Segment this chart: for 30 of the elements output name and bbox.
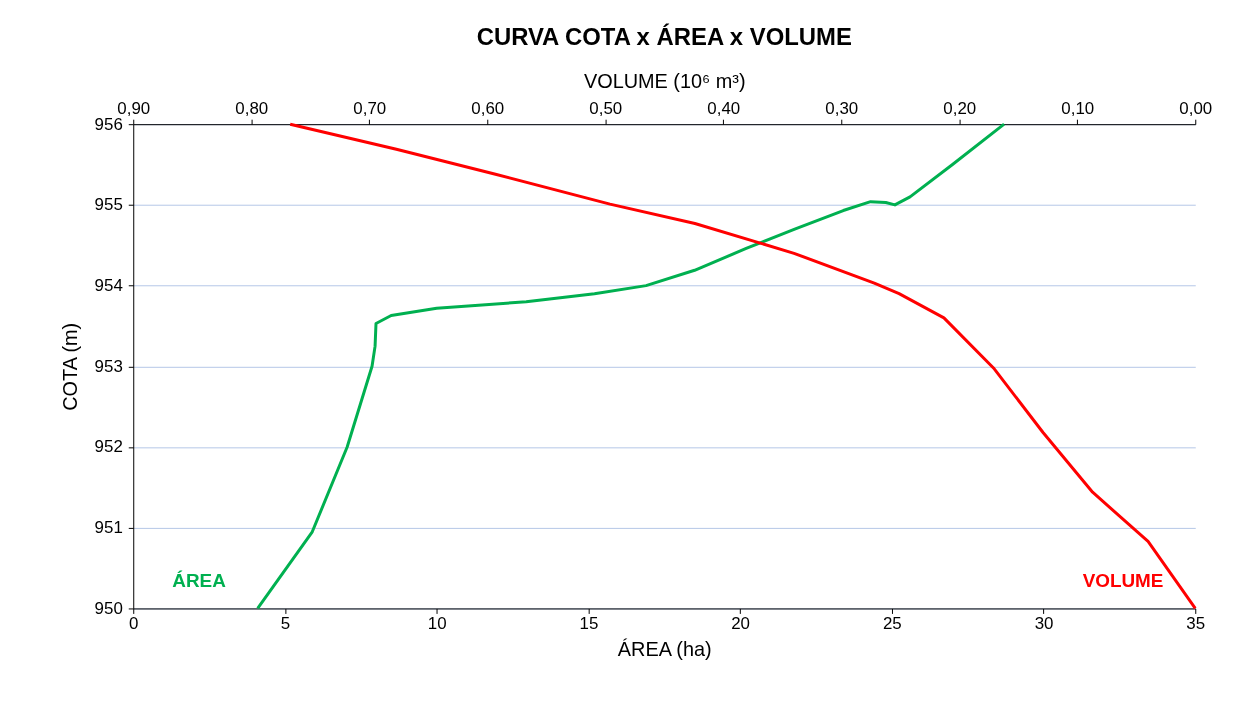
series-label: VOLUME xyxy=(1082,569,1164,591)
x2-tick-label: 0,10 xyxy=(1061,98,1095,118)
x-tick-label: 25 xyxy=(882,613,902,633)
x2-axis-title: VOLUME (10⁶ m³) xyxy=(583,69,746,92)
y-tick-label: 951 xyxy=(94,518,123,538)
x2-tick-label: 0,60 xyxy=(471,98,505,118)
x2-tick-label: 0,80 xyxy=(235,98,269,118)
y-tick-label: 954 xyxy=(94,276,123,296)
x-tick-label: 20 xyxy=(731,613,751,633)
x-tick-label: 0 xyxy=(129,613,139,633)
series-label: ÁREA xyxy=(172,569,227,591)
y-tick-label: 952 xyxy=(94,437,123,457)
x2-tick-label: 0,00 xyxy=(1179,98,1213,118)
y-tick-label: 950 xyxy=(94,598,123,618)
x2-tick-label: 0,20 xyxy=(943,98,977,118)
y-tick-label: 955 xyxy=(94,195,123,215)
x2-tick-label: 0,30 xyxy=(825,98,859,118)
y-axis-title: COTA (m) xyxy=(58,322,81,411)
x2-tick-label: 0,40 xyxy=(707,98,741,118)
line-series xyxy=(256,122,1006,610)
x-axis-title: ÁREA (ha) xyxy=(617,637,712,660)
x-tick-label: 35 xyxy=(1186,613,1206,633)
chart-title: CURVA COTA x ÁREA x VOLUME xyxy=(476,22,852,50)
x-tick-label: 5 xyxy=(280,613,291,633)
x2-tick-label: 0,70 xyxy=(353,98,387,118)
x-tick-label: 15 xyxy=(579,613,599,633)
x-tick-label: 10 xyxy=(427,613,447,633)
x-tick-label: 30 xyxy=(1034,613,1054,633)
x2-tick-label: 0,50 xyxy=(589,98,623,118)
y-tick-label: 953 xyxy=(94,356,123,376)
